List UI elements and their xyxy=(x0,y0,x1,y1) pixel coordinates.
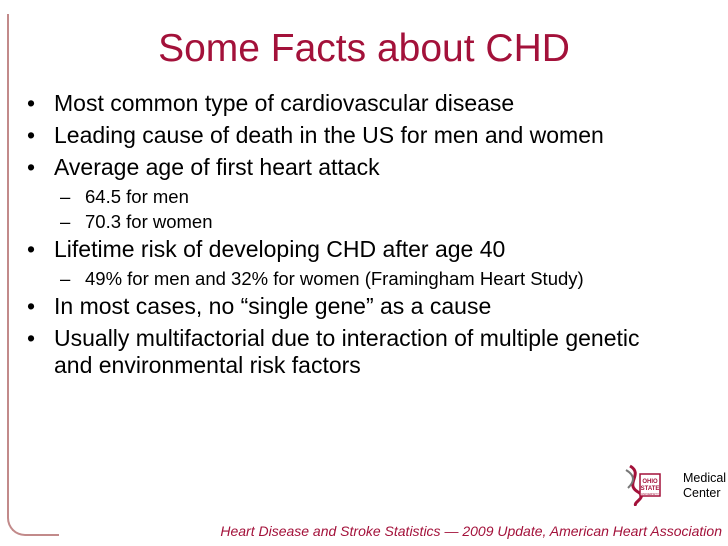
bullet-item: • Lifetime risk of developing CHD after … xyxy=(24,236,714,263)
sub-bullet-item: – 49% for men and 32% for women (Framing… xyxy=(60,268,714,290)
sub-bullet-text: 70.3 for women xyxy=(85,211,213,232)
bullet-item: • Leading cause of death in the US for m… xyxy=(24,122,714,149)
bullet-text: Usually multifactorial due to interactio… xyxy=(54,325,640,378)
dna-helix-seal-icon: OHIO STATE UNIVERSITY xyxy=(625,464,661,508)
medical-center-logo: OHIO STATE UNIVERSITY Medical Center xyxy=(622,464,726,508)
bullet-item: • In most cases, no “single gene” as a c… xyxy=(24,293,714,320)
logo-line-medical: Medical xyxy=(683,471,727,485)
sub-bullet-text: 64.5 for men xyxy=(85,186,189,207)
logo-line-center: Center xyxy=(683,486,721,500)
slide-frame-decoration xyxy=(7,14,59,536)
bullet-icon: • xyxy=(27,293,36,319)
bullet-icon: • xyxy=(27,122,36,148)
bullet-text: Leading cause of death in the US for men… xyxy=(54,122,604,148)
bullet-item: • Usually multifactorial due to interact… xyxy=(24,325,674,379)
dash-icon: – xyxy=(60,268,71,289)
dash-icon: – xyxy=(60,186,71,207)
bullet-text: Average age of first heart attack xyxy=(54,154,380,180)
bullet-icon: • xyxy=(27,325,36,351)
bullet-text: Lifetime risk of developing CHD after ag… xyxy=(54,236,506,262)
bullet-item: • Average age of first heart attack xyxy=(24,154,714,181)
bullet-text: Most common type of cardiovascular disea… xyxy=(54,90,515,116)
svg-text:UNIVERSITY: UNIVERSITY xyxy=(641,492,659,496)
bullet-icon: • xyxy=(27,90,36,116)
bullet-item: • Most common type of cardiovascular dis… xyxy=(24,90,714,117)
svg-text:STATE: STATE xyxy=(641,486,660,492)
bullet-list: • Most common type of cardiovascular dis… xyxy=(24,90,714,384)
slide-title: Some Facts about CHD xyxy=(158,27,570,70)
sub-bullet-item: – 70.3 for women xyxy=(60,211,714,233)
svg-text:OHIO: OHIO xyxy=(642,479,658,485)
bullet-text: In most cases, no “single gene” as a cau… xyxy=(54,293,492,319)
citation-text: Heart Disease and Stroke Statistics — 20… xyxy=(220,523,722,539)
sub-bullet-item: – 64.5 for men xyxy=(60,186,714,208)
bullet-icon: • xyxy=(27,154,36,180)
dash-icon: – xyxy=(60,211,71,232)
bullet-icon: • xyxy=(27,236,36,262)
logo-text: Medical Center xyxy=(683,471,726,501)
sub-bullet-text: 49% for men and 32% for women (Framingha… xyxy=(85,268,584,289)
